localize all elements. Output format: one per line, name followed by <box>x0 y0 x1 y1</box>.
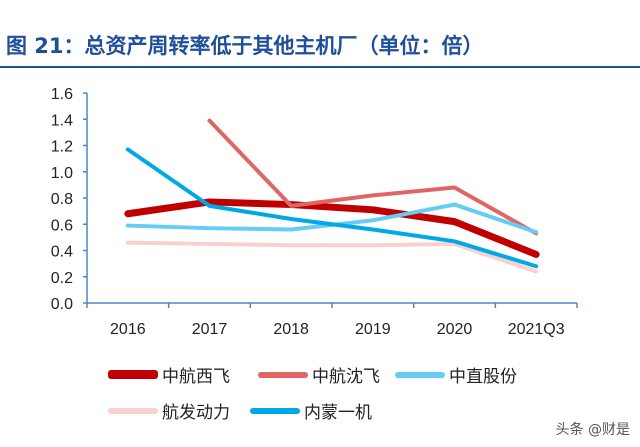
legend-swatch <box>108 370 158 379</box>
y-tick-label: 0.0 <box>51 296 73 313</box>
x-tick-label: 2020 <box>437 321 473 338</box>
y-tick-label: 1.4 <box>51 112 73 129</box>
x-tick-label: 2021Q3 <box>508 321 565 338</box>
legend-swatch <box>250 407 300 414</box>
y-tick-label: 0.4 <box>51 244 73 261</box>
y-tick-label: 1.2 <box>51 139 73 156</box>
series-line <box>125 240 539 274</box>
legend-label: 中航西飞 <box>162 367 230 387</box>
legend-label: 中航沈飞 <box>312 367 380 387</box>
legend-swatch <box>395 371 445 378</box>
series-line <box>207 118 539 236</box>
chart-title: 图 21：总资产周转率低于其他主机厂（单位：倍） <box>6 34 484 58</box>
watermark: 头条 @财是 <box>555 422 630 438</box>
legend-label: 中直股份 <box>449 367 517 387</box>
legend-item: 中航西飞 <box>108 362 230 387</box>
y-tick-label: 0.6 <box>51 217 73 234</box>
y-tick-label: 1.6 <box>51 86 73 103</box>
legend-item: 中直股份 <box>395 362 517 387</box>
series-line <box>124 198 540 258</box>
legend-swatch <box>258 371 308 378</box>
legend-label: 航发动力 <box>162 403 230 423</box>
y-tick-label: 1.0 <box>51 165 73 182</box>
x-tick-label: 2019 <box>355 321 391 338</box>
x-tick-label: 2018 <box>273 321 309 338</box>
title-divider <box>0 66 640 68</box>
y-tick-label: 0.2 <box>51 270 73 287</box>
y-tick-label: 0.8 <box>51 191 73 208</box>
legend-swatch <box>108 407 158 414</box>
legend-item: 内蒙一机 <box>250 398 372 423</box>
x-tick-label: 2016 <box>110 321 146 338</box>
legend-item: 航发动力 <box>108 398 230 423</box>
legend-label: 内蒙一机 <box>304 403 372 423</box>
series-line <box>125 147 539 269</box>
legend-item: 中航沈飞 <box>258 362 380 387</box>
x-tick-label: 2017 <box>192 321 228 338</box>
